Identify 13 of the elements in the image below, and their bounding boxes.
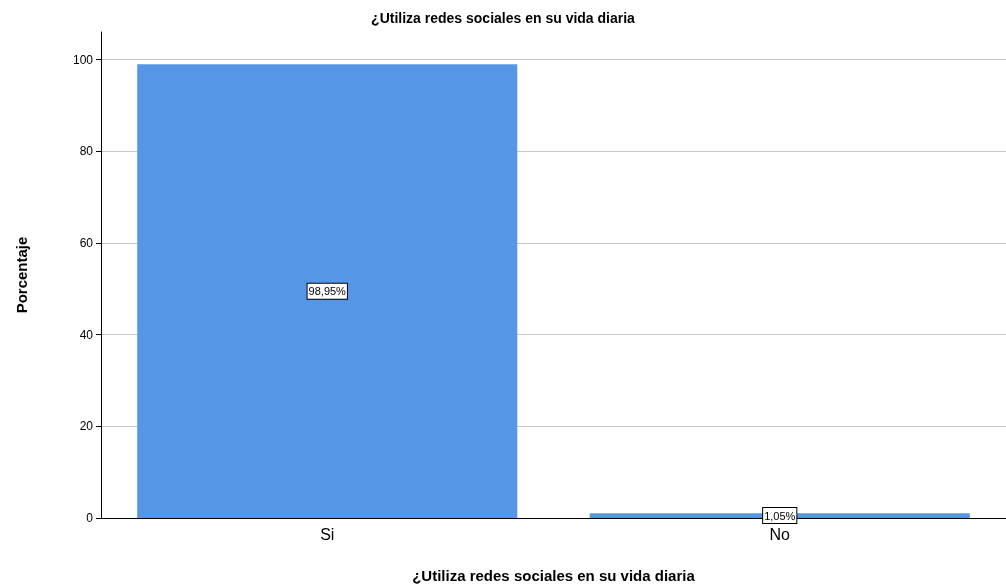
x-axis-title: ¿Utiliza redes sociales en su vida diaria	[412, 567, 696, 584]
data-label: 1,05%	[764, 509, 796, 522]
y-tick-label: 20	[79, 419, 94, 434]
y-tick-label: 0	[86, 511, 94, 525]
chart-title: ¿Utiliza redes sociales en su vida diaria	[371, 10, 636, 26]
y-axis-title: Porcentaje	[13, 236, 30, 314]
y-tick-label: 40	[79, 327, 94, 342]
y-tick-label: 100	[72, 52, 94, 67]
data-label: 98,95%	[308, 285, 347, 298]
y-tick-label: 80	[79, 144, 94, 159]
x-tick-label: Si	[320, 525, 335, 543]
x-tick-label: No	[769, 525, 791, 543]
y-tick-label: 60	[79, 235, 94, 250]
